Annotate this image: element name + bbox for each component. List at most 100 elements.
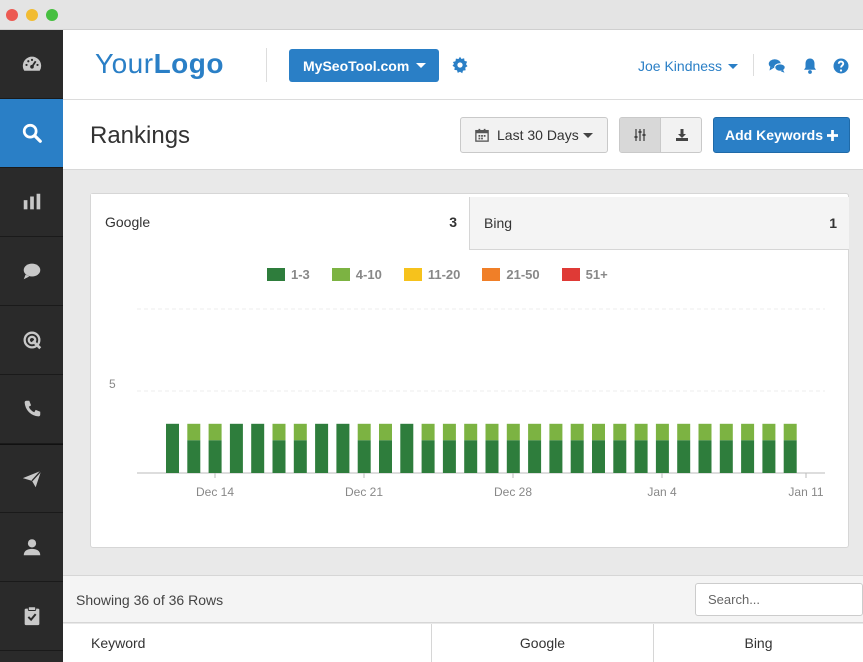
window-titlebar <box>0 0 863 30</box>
header-divider <box>753 54 754 76</box>
bar-segment <box>698 423 712 441</box>
column-header-keyword[interactable]: Keyword <box>63 624 432 662</box>
plus-icon <box>827 129 838 141</box>
minimize-window-button[interactable] <box>26 9 38 21</box>
bar-segment <box>293 440 307 473</box>
bar-segment <box>762 423 776 441</box>
tab-bing[interactable]: Bing 1 <box>469 197 849 250</box>
search-icon <box>22 123 42 143</box>
bar-segment <box>655 440 669 473</box>
logo[interactable]: YourLogo <box>95 48 224 80</box>
bell-icon[interactable] <box>801 57 819 75</box>
bar-segment <box>719 423 733 441</box>
chart-legend: 1-3 4-10 11-20 21-50 51+ <box>267 267 608 282</box>
legend-label: 51+ <box>585 267 608 282</box>
bar-segment <box>464 440 478 473</box>
zoom-window-button[interactable] <box>46 9 58 21</box>
sidebar-item-calls[interactable] <box>0 375 63 444</box>
legend-item[interactable]: 21-50 <box>482 267 540 282</box>
tab-google[interactable]: Google 3 <box>91 194 469 250</box>
page-title: Rankings <box>90 122 191 149</box>
bar-segment <box>485 440 499 473</box>
add-keywords-button[interactable]: Add Keywords <box>713 117 850 153</box>
bar-segment <box>251 423 265 473</box>
bar-segment <box>464 423 478 441</box>
rankings-bar-chart: 5 Dec 14 Dec 21 Dec 28 Jan 4 Jan 11 <box>109 308 825 499</box>
sidebar-item-campaigns[interactable] <box>0 444 63 513</box>
table-toolbar: Showing 36 of 36 Rows <box>63 575 863 623</box>
x-tick-label: Jan 11 <box>788 485 823 499</box>
sidebar-item-targeting[interactable] <box>0 306 63 375</box>
sidebar-item-reports[interactable] <box>0 168 63 237</box>
top-header: YourLogo MySeoTool.com Joe Kindness <box>63 30 863 100</box>
search-input[interactable] <box>695 583 863 616</box>
bar-chart-icon <box>23 193 40 210</box>
user-menu[interactable]: Joe Kindness <box>638 58 723 74</box>
y-tick-label: 5 <box>109 377 116 391</box>
bar-segment <box>528 423 542 441</box>
legend-item[interactable]: 1-3 <box>267 267 310 282</box>
gear-icon[interactable] <box>451 56 469 74</box>
sidebar <box>0 30 63 662</box>
legend-swatch <box>561 268 580 281</box>
x-tick-label: Dec 21 <box>345 485 383 499</box>
sidebar-item-messages[interactable] <box>0 237 63 306</box>
legend-swatch <box>403 268 422 281</box>
bar-segment <box>549 440 563 473</box>
legend-swatch <box>482 268 501 281</box>
header-divider <box>266 48 267 82</box>
sidebar-item-tasks[interactable] <box>0 582 63 651</box>
bar-segment <box>655 423 669 441</box>
filter-settings-button[interactable] <box>620 118 661 152</box>
target-icon <box>23 331 41 350</box>
bar-segment <box>592 423 605 441</box>
chat-bubble-icon <box>23 263 40 280</box>
legend-item[interactable]: 11-20 <box>403 267 461 282</box>
site-selector-dropdown[interactable]: MySeoTool.com <box>289 49 439 82</box>
column-header-google[interactable]: Google <box>432 624 654 662</box>
bar-segment <box>783 440 797 473</box>
chevron-down-icon <box>583 133 593 138</box>
download-icon <box>675 129 688 141</box>
dashboard-icon <box>22 56 41 71</box>
legend-item[interactable]: 4-10 <box>331 267 382 282</box>
legend-item[interactable]: 51+ <box>561 267 608 282</box>
logo-text-bold: Logo <box>153 48 224 79</box>
paper-plane-icon <box>22 469 42 487</box>
bar-segment <box>208 423 222 441</box>
tab-bing-count: 1 <box>829 215 837 231</box>
legend-label: 21-50 <box>506 267 540 282</box>
bar-segment <box>719 440 733 473</box>
sidebar-item-rankings[interactable] <box>0 99 63 168</box>
help-icon[interactable] <box>832 57 850 75</box>
bar-segment <box>336 423 350 473</box>
table-header: Keyword Google Bing <box>63 624 863 662</box>
bar-segment <box>379 423 392 441</box>
chat-icon[interactable] <box>768 57 786 75</box>
download-button[interactable] <box>661 118 701 152</box>
tab-google-label: Google <box>105 214 151 230</box>
close-window-button[interactable] <box>6 9 18 21</box>
tab-bing-label: Bing <box>484 215 513 231</box>
rankings-chart-card: Google 3 Bing 1 1-3 4-10 11-20 21-50 51+ 5 De… <box>90 193 849 548</box>
bar-segment <box>315 423 329 473</box>
x-tick-label: Jan 4 <box>647 485 677 499</box>
bar-segment <box>677 423 691 441</box>
x-tick-label: Dec 14 <box>196 485 234 499</box>
bar-segment <box>187 440 201 473</box>
bar-segment <box>421 440 435 473</box>
bar-segment <box>187 423 201 441</box>
sidebar-item-dashboard[interactable] <box>0 30 63 99</box>
x-tick-label: Dec 28 <box>494 485 532 499</box>
bar-segment <box>570 423 584 441</box>
bar-segment <box>549 423 563 441</box>
bar-segment <box>421 423 435 441</box>
column-header-bing[interactable]: Bing <box>744 635 773 651</box>
sidebar-item-contacts[interactable] <box>0 513 63 582</box>
add-keywords-label: Add Keywords <box>724 127 823 143</box>
user-icon <box>23 539 40 556</box>
tab-google-count: 3 <box>449 214 457 230</box>
date-range-dropdown[interactable]: Last 30 Days <box>460 117 608 153</box>
legend-label: 4-10 <box>355 267 382 282</box>
legend-label: 11-20 <box>427 267 461 282</box>
